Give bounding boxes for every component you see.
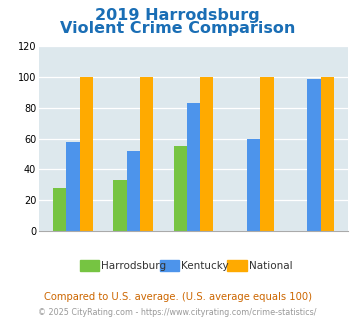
Bar (321, 77, 334, 231)
Text: © 2025 CityRating.com - https://www.cityrating.com/crime-statistics/: © 2025 CityRating.com - https://www.city… (38, 308, 317, 316)
Text: National: National (248, 261, 292, 271)
Text: Compared to U.S. average. (U.S. average equals 100): Compared to U.S. average. (U.S. average … (44, 292, 311, 302)
Bar (187, 103, 200, 231)
Text: Kentucky: Kentucky (181, 261, 229, 271)
Bar (247, 139, 260, 231)
Bar (53, 188, 66, 231)
Text: 2019 Harrodsburg: 2019 Harrodsburg (95, 8, 260, 23)
Bar (140, 77, 153, 231)
Text: Violent Crime Comparison: Violent Crime Comparison (60, 21, 295, 36)
Text: Harrodsburg: Harrodsburg (101, 261, 166, 271)
Bar (307, 79, 321, 231)
Bar (127, 151, 140, 231)
Bar (113, 180, 127, 231)
Bar (200, 77, 213, 231)
Bar (80, 77, 93, 231)
Bar (174, 146, 187, 231)
Bar (66, 142, 80, 231)
Bar (260, 77, 274, 231)
